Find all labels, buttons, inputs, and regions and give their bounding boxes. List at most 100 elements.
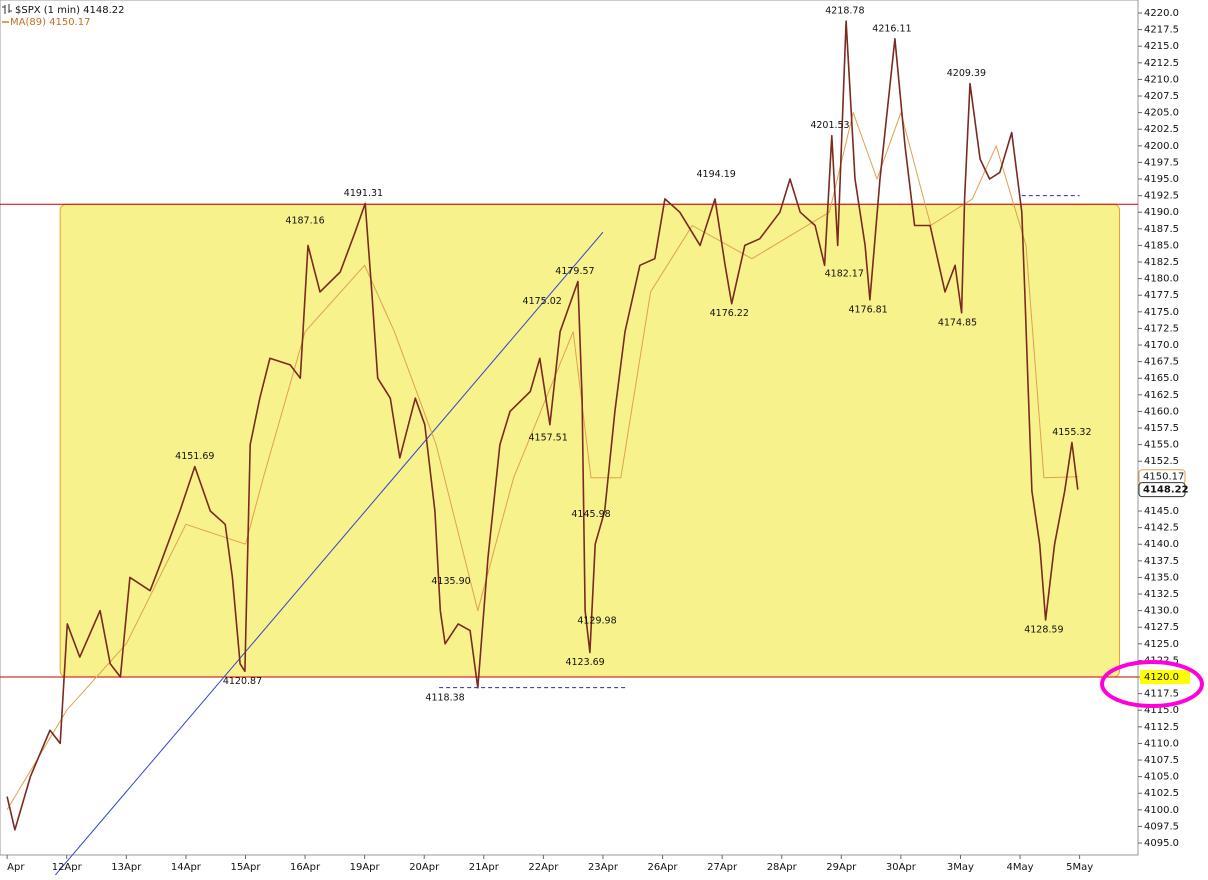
x-tick-label: 27Apr [707,862,738,873]
x-tick-label: 22Apr [528,862,559,873]
x-tick-label: Apr [7,862,25,873]
y-tick-label: 4097.5 [1144,821,1179,832]
y-tick-label: 4172.5 [1144,323,1179,334]
trough-label: 4182.17 [825,269,864,280]
y-tick-label: 4175.0 [1144,307,1179,318]
trough-label: 4118.38 [425,692,464,703]
y-tick-label: 4205.0 [1144,108,1179,119]
x-tick-label: 23Apr [588,862,619,873]
y-tick-label: 4170.0 [1144,340,1179,351]
y-tick-label: 4165.0 [1144,373,1179,384]
x-tick-label: 16Apr [290,862,321,873]
y-tick-label: 4112.5 [1144,722,1179,733]
x-tick-label: 12Apr [52,862,83,873]
peak-label: 4187.16 [285,216,324,227]
y-tick-label: 4162.5 [1144,390,1179,401]
x-tick-label: 19Apr [350,862,381,873]
y-tick-label: 4140.0 [1144,539,1179,550]
x-tick-label: 3May [947,862,974,873]
x-tick-label: 21Apr [469,862,500,873]
y-tick-label: 4107.5 [1144,755,1179,766]
peak-label: 4155.32 [1052,427,1091,438]
y-tick-label: 4210.0 [1144,74,1179,85]
x-tick-label: 15Apr [230,862,261,873]
trough-label: 4176.22 [710,308,749,319]
y-tick-label: 4182.5 [1144,257,1179,268]
last-value-label: 4148.22 [1143,485,1189,496]
y-tick-label: 4105.0 [1144,772,1179,783]
trough-label: 4135.90 [431,576,470,587]
trend-line [55,231,604,876]
peak-label: 4151.69 [175,451,214,462]
y-tick-label: 4160.0 [1144,406,1179,417]
y-tick-label: 4195.0 [1144,174,1179,185]
y-tick-label: 4155.0 [1144,440,1179,451]
tick-highlight [1140,670,1190,685]
y-tick-label: 4167.5 [1144,357,1179,368]
x-tick-label: 13Apr [111,862,142,873]
legend-icon [2,4,12,14]
y-tick-label: 4215.0 [1144,41,1179,52]
y-tick-label: 4135.0 [1144,572,1179,583]
y-tick-label: 4132.5 [1144,589,1179,600]
legend-entry: $SPX (1 min) 4148.22 [15,5,125,16]
peak-label: 4191.31 [344,188,383,199]
y-tick-label: 4157.5 [1144,423,1179,434]
y-tick-label: 4125.0 [1144,639,1179,650]
y-tick-label: 4177.5 [1144,290,1179,301]
trough-label: 4174.85 [938,317,977,328]
moving-average-line [6,112,1079,811]
y-tick-label: 4142.5 [1144,523,1179,534]
y-tick-label: 4095.0 [1144,838,1179,849]
trough-label: 4128.59 [1024,625,1063,636]
x-tick-label: 28Apr [767,862,798,873]
y-tick-label: 4197.5 [1144,157,1179,168]
peak-label: 4216.11 [872,23,911,34]
x-tick-label: 5May [1066,862,1093,873]
y-tick-label: 4220.0 [1144,8,1179,19]
y-tick-label: 4115.0 [1144,705,1179,716]
y-tick-label: 4192.5 [1144,191,1179,202]
y-tick-label: 4102.5 [1144,788,1179,799]
y-tick-label: 4100.0 [1144,805,1179,816]
peak-label: 4179.57 [555,266,594,277]
trough-label: 4176.81 [848,304,887,315]
y-tick-label: 4127.5 [1144,622,1179,633]
last-value-label: 4150.17 [1143,472,1184,483]
y-tick-label: 4152.5 [1144,456,1179,467]
legend-entry: MA(89) 4150.17 [10,17,91,28]
x-tick-label: 29Apr [826,862,857,873]
y-tick-label: 4212.5 [1144,58,1179,69]
peak-label: 4201.53 [810,120,849,131]
peak-label: 4209.39 [947,68,986,79]
highlight-circle [1100,660,1204,708]
price-line [6,20,1079,831]
y-tick-label: 4185.0 [1144,240,1179,251]
y-tick-label: 4180.0 [1144,274,1179,285]
trough-label: 4123.69 [565,657,604,668]
peak-label: 4175.02 [523,296,562,307]
y-tick-label: 4145.0 [1144,506,1179,517]
y-tick-label: 4217.5 [1144,25,1179,36]
y-tick-label: 4110.0 [1144,738,1179,749]
x-tick-label: 20Apr [409,862,440,873]
y-tick-label: 4190.0 [1144,207,1179,218]
trough-label: 4157.51 [528,432,567,443]
x-tick-label: 26Apr [648,862,679,873]
peak-label: 4194.19 [697,169,736,180]
y-tick-label: 4137.5 [1144,556,1179,567]
x-tick-label: 30Apr [886,862,917,873]
peak-label: 4218.78 [825,6,864,17]
trough-label: 4120.87 [223,676,262,687]
y-tick-label: 4120.0 [1144,672,1179,683]
y-tick-label: 4202.5 [1144,124,1179,135]
last-value-box [1138,482,1186,498]
trough-label: 4145.98 [571,509,610,520]
y-tick-label: 4187.5 [1144,224,1179,235]
y-tick-label: 4207.5 [1144,91,1179,102]
y-tick-label: 4200.0 [1144,141,1179,152]
y-tick-label: 4117.5 [1144,689,1179,700]
x-tick-label: 4May [1007,862,1034,873]
